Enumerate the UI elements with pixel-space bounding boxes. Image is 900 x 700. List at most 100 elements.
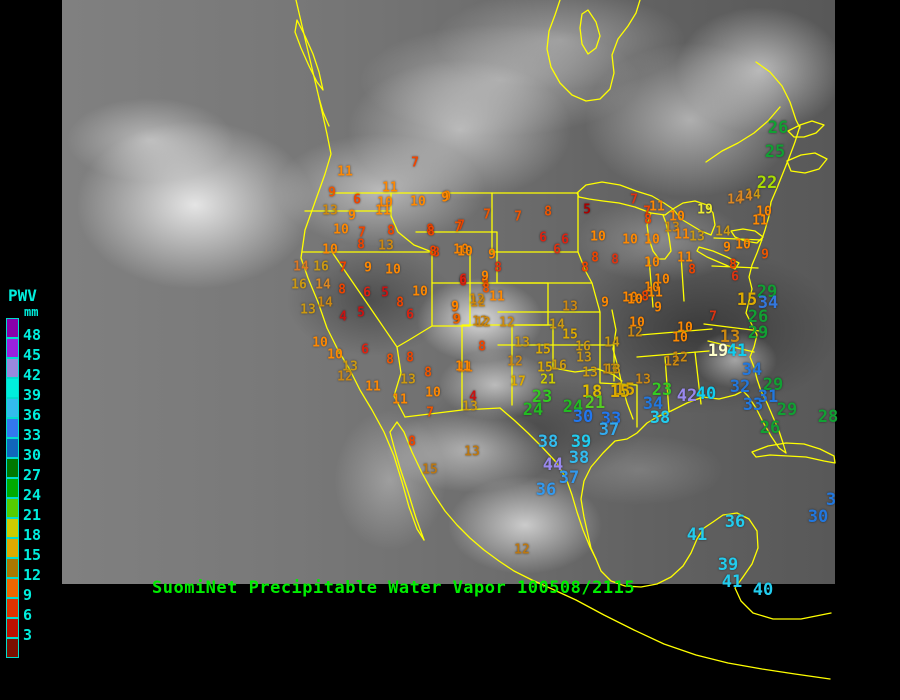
legend-entry: 12 bbox=[4, 558, 60, 584]
legend-entry: 48 bbox=[4, 318, 60, 344]
station-value: 8 bbox=[544, 204, 552, 220]
station-value: 19 bbox=[707, 341, 729, 361]
legend-entry: 6 bbox=[4, 598, 60, 624]
station-value: 10 bbox=[327, 347, 343, 363]
station-value: 14 bbox=[604, 335, 620, 351]
station-value: 17 bbox=[510, 374, 526, 390]
station-value: 32 bbox=[729, 377, 751, 397]
station-value: 10 bbox=[756, 204, 772, 220]
station-value: 12 bbox=[672, 350, 688, 366]
station-value: 8 bbox=[426, 222, 434, 238]
legend-entry: 33 bbox=[4, 418, 60, 444]
legend-value-label: 36 bbox=[23, 406, 42, 424]
station-value: 11 bbox=[649, 199, 665, 215]
station-value: 14 bbox=[315, 277, 331, 293]
station-value: 10 bbox=[622, 232, 638, 248]
station-value: 40 bbox=[695, 384, 717, 404]
station-value: 33 bbox=[600, 409, 622, 429]
station-value: 23 bbox=[531, 387, 553, 407]
station-value: 8 bbox=[591, 250, 599, 266]
station-value: 6 bbox=[553, 242, 561, 258]
station-value: 14 bbox=[317, 295, 333, 311]
station-value: 8 bbox=[581, 260, 589, 276]
legend-entry bbox=[4, 638, 60, 659]
legend-entry: 24 bbox=[4, 478, 60, 504]
legend-entry: 21 bbox=[4, 498, 60, 524]
station-value: 13 bbox=[719, 327, 741, 347]
station-value: 11 bbox=[647, 285, 663, 301]
station-value: 12 bbox=[499, 315, 515, 331]
station-value: 4 bbox=[339, 309, 347, 325]
station-value: 9 bbox=[453, 312, 461, 328]
station-value: 13 bbox=[378, 238, 394, 254]
legend-entry: 36 bbox=[4, 398, 60, 424]
station-value: 8 bbox=[408, 434, 416, 450]
legend-swatch bbox=[6, 338, 19, 358]
station-value: 13 bbox=[576, 350, 592, 366]
legend-value-label: 12 bbox=[23, 566, 42, 584]
station-value: 9 bbox=[451, 300, 459, 316]
legend-swatch bbox=[6, 418, 19, 438]
station-value: 14 bbox=[727, 192, 743, 208]
station-value: 11 bbox=[752, 213, 768, 229]
station-value: 5 bbox=[357, 305, 365, 321]
station-value: 9 bbox=[328, 185, 336, 201]
station-value: 22 bbox=[756, 173, 778, 193]
station-value: 9 bbox=[348, 208, 356, 224]
station-value: 7 bbox=[339, 260, 347, 276]
station-value: 38 bbox=[537, 432, 559, 452]
station-value: 8 bbox=[478, 339, 486, 355]
station-value: 9 bbox=[481, 275, 489, 291]
station-value: 12 bbox=[627, 325, 643, 341]
legend-value-label: 30 bbox=[23, 446, 42, 464]
legend-swatch bbox=[6, 538, 19, 558]
station-value: 3 bbox=[825, 490, 837, 510]
station-value: 12 bbox=[469, 292, 485, 308]
station-value: 38 bbox=[568, 448, 590, 468]
legend-title: PWV bbox=[8, 286, 37, 305]
station-value: 7 bbox=[411, 155, 419, 171]
station-value: 10 bbox=[322, 242, 338, 258]
station-value: 11 bbox=[455, 359, 471, 375]
legend-value-label: 15 bbox=[23, 546, 42, 564]
legend-swatch bbox=[6, 578, 19, 598]
station-value: 29 bbox=[776, 400, 798, 420]
station-value: 8 bbox=[338, 282, 346, 298]
station-value: 10 bbox=[412, 284, 428, 300]
station-value: 44 bbox=[542, 455, 564, 475]
station-value: 24 bbox=[562, 397, 584, 417]
station-value: 16 bbox=[313, 259, 329, 275]
station-value: 5 bbox=[381, 285, 389, 301]
station-value: 8 bbox=[644, 212, 652, 228]
station-value: 9 bbox=[761, 247, 769, 263]
legend-value-label: 3 bbox=[23, 626, 33, 644]
station-value: 28 bbox=[817, 407, 839, 427]
station-value: 8 bbox=[688, 262, 696, 278]
station-value: 13 bbox=[300, 302, 316, 318]
station-value: 12 bbox=[514, 542, 530, 558]
station-value: 6 bbox=[406, 307, 414, 323]
station-value: 41 bbox=[686, 525, 708, 545]
legend-entry: 3 bbox=[4, 618, 60, 644]
legend-swatch bbox=[6, 558, 19, 578]
station-value: 10 bbox=[457, 244, 473, 260]
legend-value-label: 24 bbox=[23, 486, 42, 504]
legend-unit: mm bbox=[24, 305, 39, 319]
station-value: 8 bbox=[357, 237, 365, 253]
legend-value-label: 33 bbox=[23, 426, 42, 444]
station-value: 14 bbox=[715, 224, 731, 240]
station-value: 36 bbox=[535, 480, 557, 500]
station-value: 11 bbox=[337, 164, 353, 180]
station-value: 13 bbox=[322, 203, 338, 219]
legend-value-label: 48 bbox=[23, 326, 42, 344]
station-value: 8 bbox=[386, 352, 394, 368]
station-value: 10 bbox=[654, 272, 670, 288]
legend-entry: 15 bbox=[4, 538, 60, 564]
station-value: 14 bbox=[737, 189, 753, 205]
station-value: 13 bbox=[605, 362, 621, 378]
station-value: 8 bbox=[427, 224, 435, 240]
station-value: 8 bbox=[729, 257, 737, 273]
station-value: 9 bbox=[488, 247, 496, 263]
station-value: 9 bbox=[441, 190, 449, 206]
